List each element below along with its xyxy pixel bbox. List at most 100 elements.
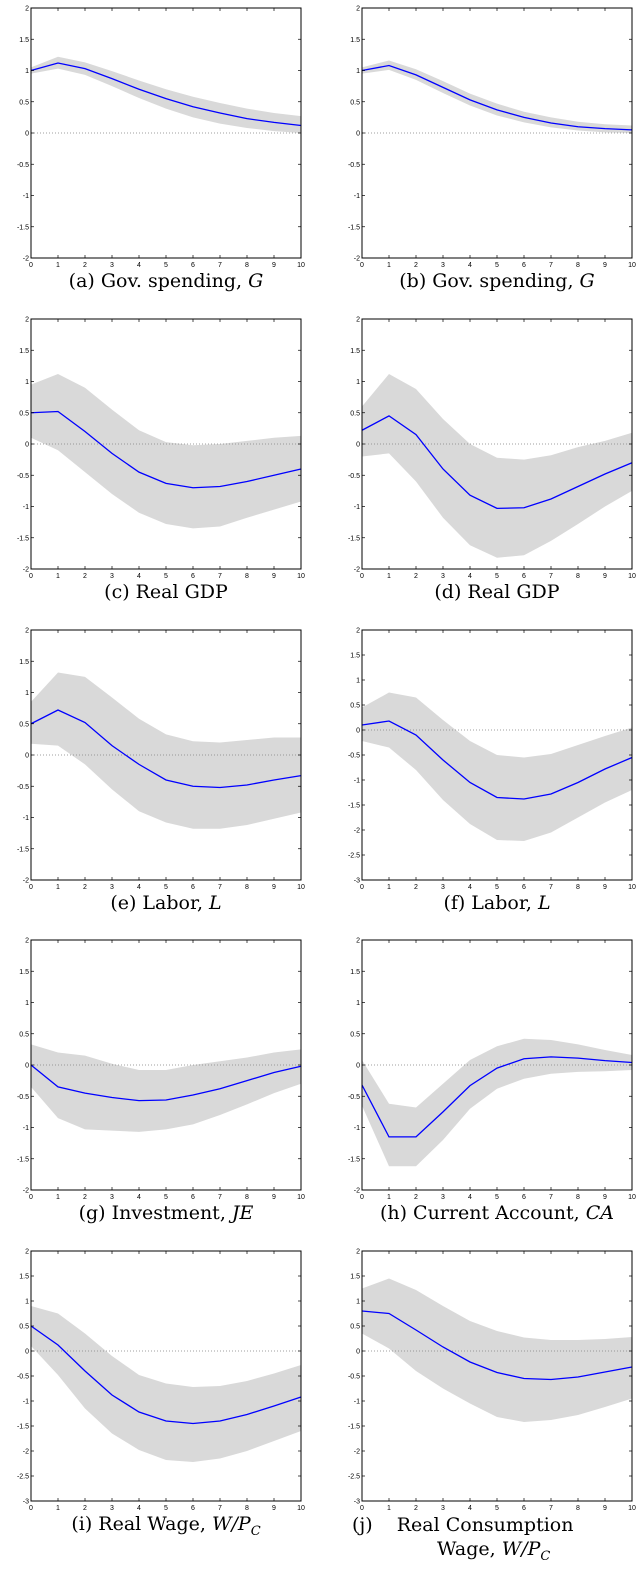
x-tick-label: 9 xyxy=(272,573,276,580)
x-tick-label: 0 xyxy=(29,262,33,269)
x-tick-label: 1 xyxy=(387,262,391,269)
y-tick-label: -0.5 xyxy=(348,473,360,480)
y-tick-label: 2 xyxy=(356,1249,360,1256)
y-tick-label: -1.5 xyxy=(17,224,29,231)
x-tick-label: 2 xyxy=(83,1505,87,1512)
y-tick-label: -1.5 xyxy=(348,803,360,810)
y-tick-label: -2.5 xyxy=(348,1474,360,1481)
x-tick-label: 8 xyxy=(576,573,580,580)
chart-group-i: 21.510.50-0.5-1-1.5-2-2.5-30 1 2 3 4 5 6 7 8 9 10 xyxy=(17,1249,305,1513)
y-tick-label: 0 xyxy=(25,1349,29,1356)
y-tick-label: -1.5 xyxy=(17,1156,29,1163)
x-tick-label: 8 xyxy=(576,262,580,269)
x-tick-label: 0 xyxy=(360,884,364,891)
x-tick-label: 5 xyxy=(495,884,499,891)
x-tick-label: 0 xyxy=(29,884,33,891)
x-tick-label: 9 xyxy=(603,262,607,269)
y-tick-label: 1 xyxy=(25,1299,29,1306)
x-tick-label: 0 xyxy=(360,262,364,269)
x-tick-label: 6 xyxy=(522,262,526,269)
y-tick-label: 0.5 xyxy=(19,1031,29,1038)
x-tick-label: 10 xyxy=(628,262,636,269)
caption-text: Current Account, xyxy=(413,1202,580,1224)
y-tick-label: 0 xyxy=(25,753,29,760)
x-tick-label: 7 xyxy=(218,884,222,891)
y-tick-label: -2.5 xyxy=(17,1474,29,1481)
x-tick-label: 8 xyxy=(245,1505,249,1512)
y-tick-label: -0.5 xyxy=(17,162,29,169)
y-tick-label: 0.5 xyxy=(19,1324,29,1331)
x-tick-label: 1 xyxy=(56,1505,60,1512)
x-tick-label: 1 xyxy=(56,262,60,269)
x-tick-label: 1 xyxy=(56,573,60,580)
y-tick-label: 2 xyxy=(356,6,360,13)
x-tick-label: 9 xyxy=(603,573,607,580)
x-tick-label: 1 xyxy=(56,884,60,891)
caption-b: (b) Gov. spending, G xyxy=(399,270,594,292)
y-tick-label: 2 xyxy=(25,1249,29,1256)
x-tick-label: 10 xyxy=(297,1505,305,1512)
y-tick-label: -3 xyxy=(23,1499,29,1506)
x-tick-label: 0 xyxy=(29,573,33,580)
y-tick-label: 1 xyxy=(25,379,29,386)
x-tick-label: 3 xyxy=(110,884,114,891)
caption-text: Real GDP xyxy=(467,581,560,603)
x-tick-label: 4 xyxy=(137,573,141,580)
chart-group-d: 21.510.50-0.5-1-1.5-20 1 2 3 4 5 6 7 8 9 10 xyxy=(348,317,636,581)
x-tick-label: 9 xyxy=(272,1194,276,1201)
x-tick-label: 9 xyxy=(272,262,276,269)
x-tick-label: 8 xyxy=(576,1505,580,1512)
x-tick-label: 2 xyxy=(83,884,87,891)
y-tick-label: 0 xyxy=(356,1349,360,1356)
y-tick-label: -2.5 xyxy=(348,853,360,860)
confidence-band xyxy=(362,374,632,558)
y-tick-label: 0 xyxy=(25,442,29,449)
chart-group-h: 21.510.50-0.5-1-1.5-20 1 2 3 4 5 6 7 8 9 10 xyxy=(348,938,636,1202)
y-tick-label: -2 xyxy=(354,1449,360,1456)
y-tick-label: -1.5 xyxy=(348,1156,360,1163)
x-tick-label: 8 xyxy=(245,1194,249,1201)
y-tick-label: 0.5 xyxy=(350,99,360,106)
y-tick-label: 0 xyxy=(25,131,29,138)
x-tick-label: 1 xyxy=(56,1194,60,1201)
x-tick-label: 8 xyxy=(245,573,249,580)
x-tick-label: 3 xyxy=(441,262,445,269)
x-tick-label: 5 xyxy=(495,573,499,580)
y-tick-label: -0.5 xyxy=(17,473,29,480)
x-tick-label: 2 xyxy=(414,573,418,580)
x-tick-label: 9 xyxy=(603,1194,607,1201)
caption-math-sub: C xyxy=(540,1548,551,1564)
x-tick-label: 10 xyxy=(297,884,305,891)
caption-text: Real Consumption xyxy=(396,1514,574,1536)
caption-g: (g) Investment, JE xyxy=(79,1202,254,1224)
y-tick-label: -3 xyxy=(354,1499,360,1506)
x-tick-label: 10 xyxy=(628,1505,636,1512)
caption-math: CA xyxy=(585,1202,615,1224)
y-tick-label: 1 xyxy=(356,1000,360,1007)
y-tick-label: 1.5 xyxy=(19,1274,29,1281)
caption-j: (j) Real Consumption Wage, W/PC xyxy=(352,1513,573,1569)
x-tick-label: 4 xyxy=(137,262,141,269)
y-tick-label: 1 xyxy=(356,1299,360,1306)
caption-text: Investment, xyxy=(111,1202,226,1224)
x-tick-label: 7 xyxy=(218,262,222,269)
caption-text: Real Wage, xyxy=(98,1513,206,1535)
x-tick-label: 6 xyxy=(191,262,195,269)
y-tick-label: 0.5 xyxy=(350,1324,360,1331)
x-tick-label: 0 xyxy=(29,1505,33,1512)
x-tick-label: 0 xyxy=(29,1194,33,1201)
caption-math: W/P xyxy=(211,1513,251,1535)
x-tick-label: 3 xyxy=(110,1505,114,1512)
y-tick-label: 2 xyxy=(25,317,29,324)
y-tick-label: 2 xyxy=(356,938,360,945)
y-tick-label: -1 xyxy=(23,1399,29,1406)
x-tick-label: 7 xyxy=(549,1505,553,1512)
y-tick-label: -2 xyxy=(354,256,360,263)
caption-math: G xyxy=(579,270,595,292)
y-tick-label: -2 xyxy=(354,567,360,574)
caption-tag: (a) xyxy=(68,270,95,292)
x-tick-label: 8 xyxy=(245,262,249,269)
